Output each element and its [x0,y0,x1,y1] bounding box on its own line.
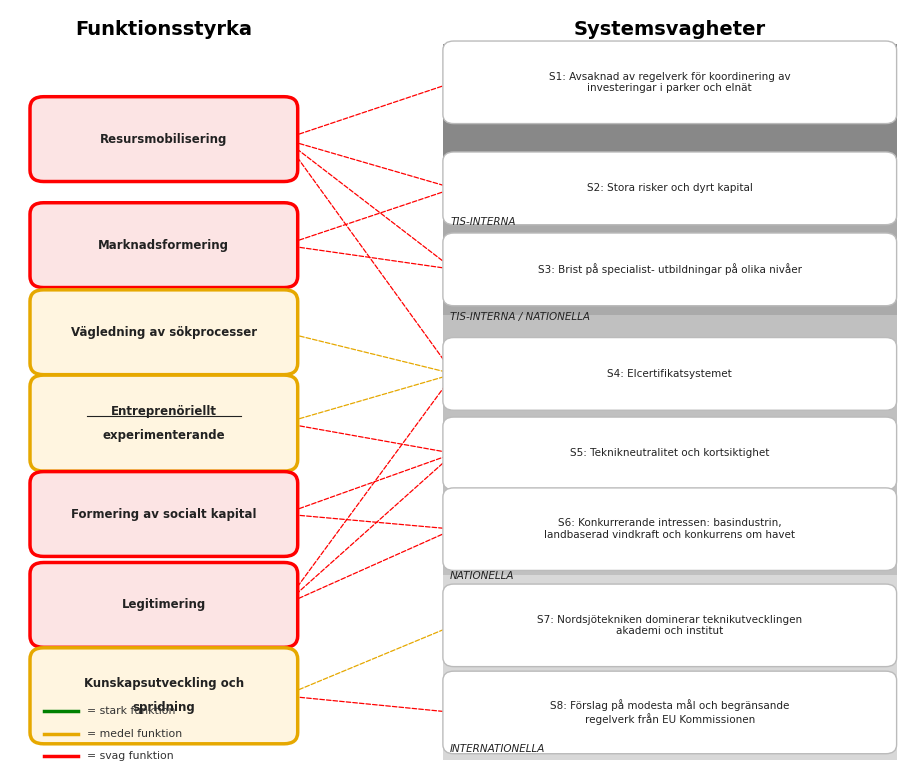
Text: = stark funktion: = stark funktion [87,706,175,716]
FancyBboxPatch shape [30,96,298,181]
FancyBboxPatch shape [443,337,897,410]
FancyBboxPatch shape [443,671,897,754]
Text: TIS-INTERNA / NATIONELLA: TIS-INTERNA / NATIONELLA [450,312,590,322]
FancyBboxPatch shape [443,584,897,666]
Text: Resursmobilisering: Resursmobilisering [100,132,227,145]
FancyBboxPatch shape [30,290,298,375]
FancyBboxPatch shape [30,375,298,471]
Text: Kunskapsutveckling och: Kunskapsutveckling och [84,677,244,690]
Text: Funktionsstyrka: Funktionsstyrka [76,20,252,39]
Text: Legitimering: Legitimering [121,598,206,611]
Text: S5: Teknikneutralitet och kortsiktighet: S5: Teknikneutralitet och kortsiktighet [570,448,770,458]
Text: Entreprenöriellt: Entreprenöriellt [110,405,217,418]
Text: S4: Elcertifikatsystemet: S4: Elcertifikatsystemet [607,369,732,379]
FancyBboxPatch shape [30,648,298,744]
Text: = medel funktion: = medel funktion [87,728,183,739]
Text: spridning: spridning [132,702,195,715]
Text: Systemsvagheter: Systemsvagheter [573,20,766,39]
FancyBboxPatch shape [443,152,897,225]
FancyBboxPatch shape [443,417,897,490]
Text: TIS-INTERNA: TIS-INTERNA [450,217,516,227]
Text: S1: Avsaknad av regelverk för koordinering av
investeringar i parker och elnät: S1: Avsaknad av regelverk för koordineri… [549,71,791,93]
Text: S6: Konkurrerande intressen: basindustrin,
landbaserad vindkraft och konkurrens : S6: Konkurrerande intressen: basindustri… [544,519,795,540]
FancyBboxPatch shape [443,41,897,124]
Bar [443,575,897,760]
FancyBboxPatch shape [443,488,897,571]
FancyBboxPatch shape [30,203,298,288]
FancyBboxPatch shape [30,562,298,647]
Text: experimenterande: experimenterande [102,428,226,441]
Text: = svag funktion: = svag funktion [87,751,173,761]
Bar [443,44,897,209]
Text: S3: Brist på specialist- utbildningar på olika nivåer: S3: Brist på specialist- utbildningar på… [538,263,802,275]
Bar [443,315,897,575]
Bar [443,209,897,315]
Text: S7: Nordsjötekniken dominerar teknikutvecklingen
akademi och institut: S7: Nordsjötekniken dominerar teknikutve… [537,614,803,636]
FancyBboxPatch shape [443,233,897,306]
Text: NATIONELLA: NATIONELLA [450,571,515,581]
Text: Vägledning av sökprocesser: Vägledning av sökprocesser [71,326,257,339]
Text: Marknadsformering: Marknadsformering [99,239,229,252]
Text: INTERNATIONELLA: INTERNATIONELLA [450,744,546,754]
FancyBboxPatch shape [30,471,298,556]
Text: S2: Stora risker och dyrt kapital: S2: Stora risker och dyrt kapital [587,184,752,194]
Text: Formering av socialt kapital: Formering av socialt kapital [71,507,257,520]
Text: S8: Förslag på modesta mål och begränsande
regelverk från EU Kommissionen: S8: Förslag på modesta mål och begränsan… [550,699,790,725]
